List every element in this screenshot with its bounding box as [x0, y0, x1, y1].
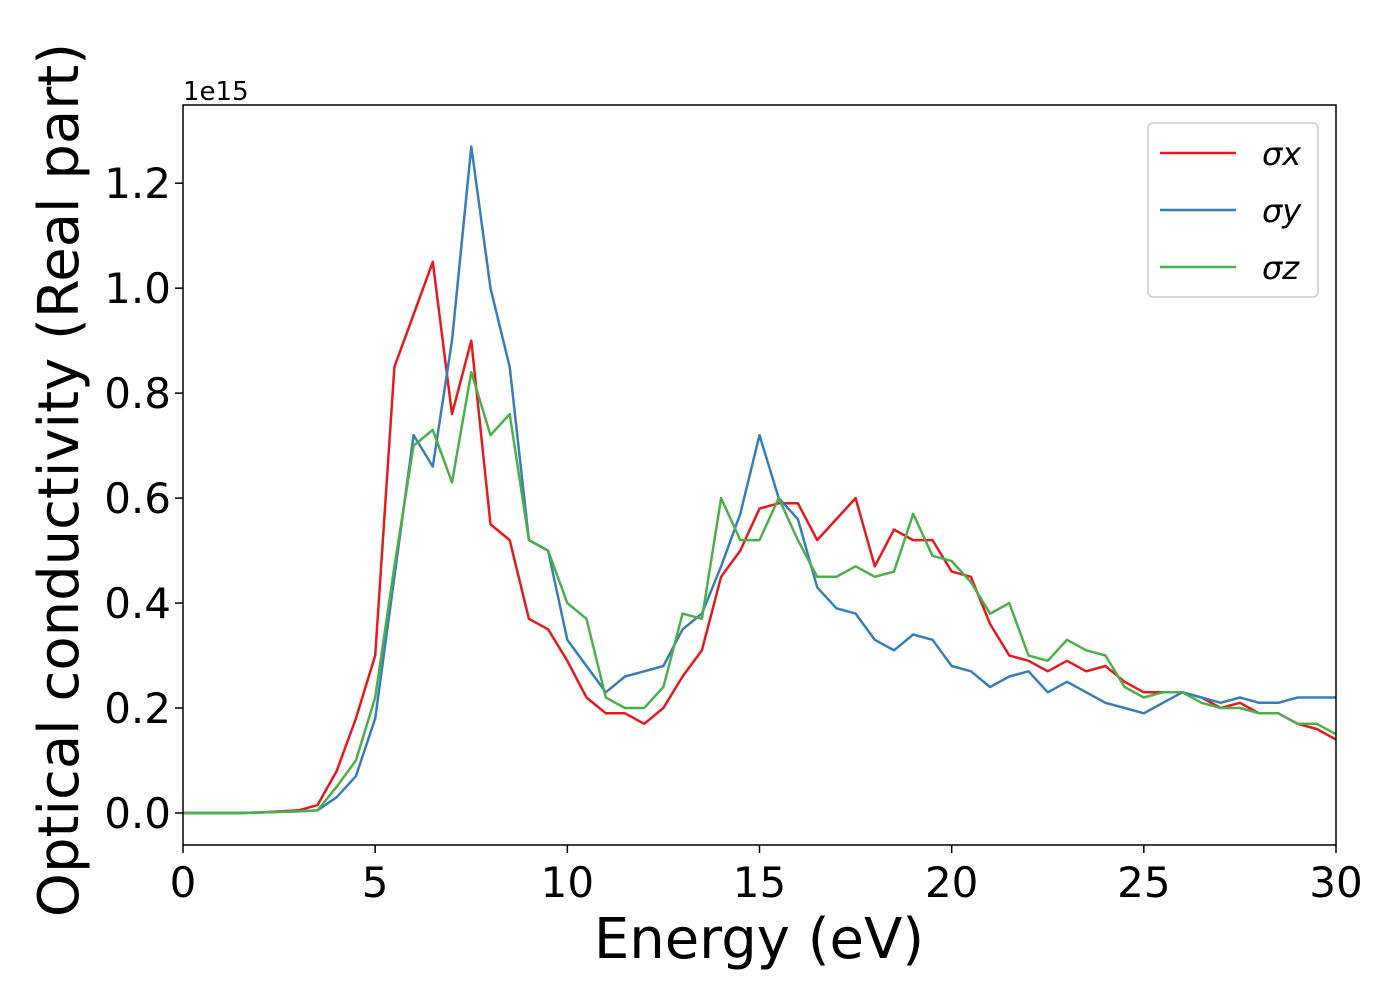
legend-label: σx [1262, 135, 1302, 173]
x-tick-label: 30 [1309, 858, 1362, 907]
series-line [183, 145, 1336, 815]
x-tick-label: 5 [362, 858, 389, 907]
y-tick-label: 0.0 [104, 789, 171, 838]
y-tick-label: 1.2 [104, 159, 171, 208]
y-tick-label: 0.6 [104, 474, 171, 523]
series-line [183, 260, 1336, 815]
x-tick-label: 0 [170, 858, 197, 907]
x-tick-label: 10 [541, 858, 594, 907]
y-axis-label: Optical conductivity (Real part) [27, 43, 92, 917]
offset-label: 1e15 [183, 77, 249, 107]
y-tick-label: 0.8 [104, 369, 171, 418]
legend-label: σz [1262, 249, 1300, 287]
plot-frame [182, 104, 1337, 846]
legend-label: σy [1262, 192, 1302, 230]
x-tick-label: 15 [733, 858, 786, 907]
x-axis-label: Energy (eV) [594, 907, 924, 972]
y-tick-label: 0.4 [104, 579, 171, 628]
y-tick-label: 1.0 [104, 264, 171, 313]
series-line [183, 370, 1336, 815]
x-tick-label: 25 [1117, 858, 1170, 907]
y-tick-label: 0.2 [104, 684, 171, 733]
x-tick-label: 20 [925, 858, 978, 907]
